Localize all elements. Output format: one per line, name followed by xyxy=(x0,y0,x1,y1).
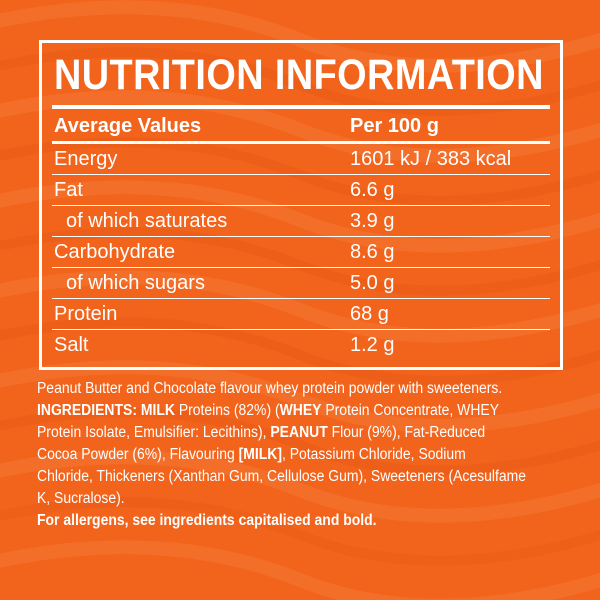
table-row-saturates: of which saturates 3.9 g xyxy=(52,206,550,237)
allergens-note: For allergens, see ingredients capitalis… xyxy=(37,512,377,529)
row-label: Energy xyxy=(54,148,118,170)
table-row-sugars: of which sugars 5.0 g xyxy=(52,268,550,299)
row-value: 6.6 g xyxy=(350,179,395,201)
allergen-peanut: PEANUT xyxy=(270,424,328,441)
header-value: Per 100 g xyxy=(350,115,439,137)
ingredients-text: Protein Concentrate, WHEY xyxy=(321,402,500,419)
description-line: Peanut Butter and Chocolate flavour whey… xyxy=(37,380,503,397)
table-row-salt: Salt 1.2 g xyxy=(52,330,550,361)
ingredients-text: Protein Isolate, Emulsifier: Lecithins), xyxy=(37,424,271,441)
title-divider xyxy=(52,105,550,109)
row-value: 68 g xyxy=(350,303,389,325)
ingredients-text: Cocoa Powder (6%), Flavouring xyxy=(37,446,239,463)
row-value: 5.0 g xyxy=(350,272,395,294)
row-label: of which sugars xyxy=(66,272,205,294)
allergen-milk: MILK xyxy=(140,402,175,419)
nutrition-panel: NUTRITION INFORMATION Average Values Per… xyxy=(39,40,563,370)
header-label: Average Values xyxy=(54,115,202,137)
table-header: Average Values Per 100 g xyxy=(52,111,550,141)
ingredients-text: Flour (9%), Fat-Reduced xyxy=(327,424,486,441)
table-row-energy: Energy 1601 kJ / 383 kcal xyxy=(52,144,550,175)
row-value: 1.2 g xyxy=(350,334,395,356)
ingredients-line: K, Sucralose). xyxy=(37,490,125,507)
product-description: Peanut Butter and Chocolate flavour whey… xyxy=(37,378,567,532)
row-label: Protein xyxy=(54,303,118,325)
table-row-fat: Fat 6.6 g xyxy=(52,175,550,206)
row-value: 3.9 g xyxy=(350,210,395,232)
header-divider xyxy=(52,141,550,144)
table-row-carbohydrate: Carbohydrate 8.6 g xyxy=(52,237,550,268)
row-label: Fat xyxy=(54,179,83,201)
row-label: Salt xyxy=(54,334,89,356)
row-label: of which saturates xyxy=(66,210,228,232)
allergen-milk-bracket: [MILK] xyxy=(238,446,282,463)
allergen-whey: WHEY xyxy=(279,402,322,419)
ingredients-label: INGREDIENTS: xyxy=(37,402,137,419)
panel-title: NUTRITION INFORMATION xyxy=(54,51,544,99)
ingredients-line: Cocoa Powder (6%), Flavouring [MILK], Po… xyxy=(37,444,514,466)
row-label: Carbohydrate xyxy=(54,241,176,263)
ingredients-text: Proteins (82%) ( xyxy=(174,402,280,419)
ingredients-line: Chloride, Thickeners (Xanthan Gum, Cellu… xyxy=(37,468,526,485)
ingredients-text: , Potassium Chloride, Sodium xyxy=(281,446,466,463)
row-value: 8.6 g xyxy=(350,241,395,263)
ingredients-line: INGREDIENTS: MILK Proteins (82%) (WHEY P… xyxy=(37,400,514,422)
ingredients-line: Protein Isolate, Emulsifier: Lecithins),… xyxy=(37,422,514,444)
row-value: 1601 kJ / 383 kcal xyxy=(350,148,512,170)
table-row-protein: Protein 68 g xyxy=(52,299,550,330)
